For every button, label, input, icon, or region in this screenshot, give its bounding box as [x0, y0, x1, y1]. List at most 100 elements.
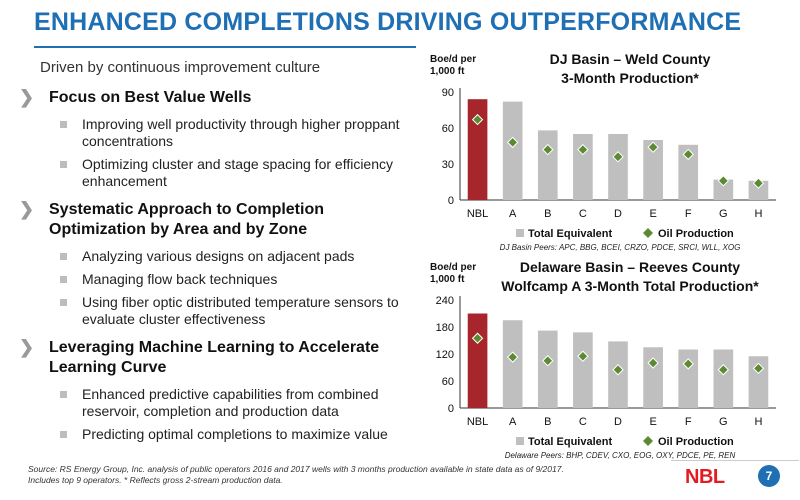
x-tick-label: G	[719, 208, 728, 220]
legend-label-oil: Oil Production	[658, 228, 734, 240]
bullet-item-text: Analyzing various designs on adjacent pa…	[82, 248, 355, 264]
bar-total-F	[678, 144, 699, 200]
footnote-line: Source: RS Energy Group, Inc. analysis o…	[28, 464, 564, 474]
x-tick-label: A	[509, 416, 517, 428]
bullet-item-text: Using fiber optic distributed temperatur…	[82, 294, 399, 327]
y-tick-label: 0	[448, 195, 454, 207]
page-subtitle: Driven by continuous improvement culture	[40, 59, 321, 76]
bullet-item: Using fiber optic distributed temperatur…	[18, 294, 418, 328]
bullet-item-text: Enhanced predictive capabilities from co…	[82, 386, 379, 419]
bullet-heading: ❯ Focus on Best Value Wells	[18, 87, 418, 108]
peers-note: DJ Basin Peers: APC, BBG, BCEI, CRZO, PD…	[500, 243, 741, 252]
oil-marker-A	[506, 136, 519, 149]
footer-divider	[671, 460, 799, 461]
bar-total-C	[573, 332, 593, 408]
chart-title: 3-Month Production*	[561, 70, 699, 86]
chevron-right-icon: ❯	[19, 199, 35, 219]
x-tick-label: G	[719, 416, 728, 428]
oil-marker-G	[717, 175, 730, 187]
x-tick-label: NBL	[467, 208, 488, 220]
x-tick-label: D	[614, 208, 622, 220]
chart-title: Delaware Basin – Reeves County	[520, 259, 740, 275]
legend-label-oil: Oil Production	[658, 436, 734, 448]
oil-marker-G	[717, 364, 730, 376]
oil-marker-E	[647, 357, 659, 369]
oil-marker-NBL	[471, 113, 484, 126]
oil-marker-H	[752, 177, 765, 189]
oil-marker-H	[752, 362, 765, 375]
square-bullet-icon	[60, 161, 67, 168]
y-axis-label: Boe/d per	[430, 262, 476, 273]
x-tick-label: H	[754, 208, 762, 220]
bullet-item-text: Improving well productivity through high…	[82, 116, 400, 149]
bar-total-H	[748, 180, 769, 200]
bullet-item-text: Predicting optimal completions to maximi…	[82, 426, 388, 442]
bar-total-B	[537, 330, 558, 408]
x-tick-label: C	[579, 208, 587, 220]
bar-total-A	[502, 101, 523, 200]
bullet-item: Predicting optimal completions to maximi…	[18, 426, 418, 443]
oil-marker-D	[612, 364, 624, 376]
bullet-item: Optimizing cluster and stage spacing for…	[18, 156, 418, 190]
company-logo: NBL	[685, 466, 725, 488]
bullet-heading-label: Focus on Best Value Wells	[49, 89, 252, 106]
x-tick-label: C	[579, 416, 587, 428]
page-number-badge: 7	[758, 465, 780, 487]
x-tick-label: H	[754, 416, 762, 428]
y-tick-label: 240	[436, 295, 454, 307]
oil-marker-NBL	[471, 332, 484, 344]
y-tick-label: 90	[442, 87, 454, 99]
y-axis-label: 1,000 ft	[430, 274, 465, 285]
x-tick-label: D	[614, 416, 622, 428]
bar-total-C	[573, 134, 593, 200]
x-tick-label: E	[649, 208, 656, 220]
square-bullet-icon	[60, 253, 67, 260]
footnote-line: Includes top 9 operators. * Reflects gro…	[28, 475, 283, 485]
x-tick-label: NBL	[467, 416, 488, 428]
bullet-item-text: Optimizing cluster and stage spacing for…	[82, 156, 394, 189]
y-tick-label: 0	[448, 403, 454, 415]
x-tick-label: A	[509, 208, 517, 220]
x-tick-label: E	[649, 416, 656, 428]
bar-total-NBL	[467, 313, 488, 408]
square-bullet-icon	[60, 121, 67, 128]
oil-marker-C	[577, 350, 589, 362]
oil-marker-D	[612, 151, 624, 163]
chevron-right-icon: ❯	[19, 337, 35, 357]
delaware-basin-chart: Boe/d per 1,000 ft Delaware Basin – Reeves…	[420, 256, 792, 462]
square-bullet-icon	[60, 299, 67, 306]
square-bullet-icon	[60, 431, 67, 438]
oil-marker-C	[577, 143, 589, 156]
page-title: ENHANCED COMPLETIONS DRIVING OUTPERFORMA…	[34, 8, 742, 36]
legend-label-total: Total Equivalent	[528, 228, 612, 240]
y-tick-label: 60	[442, 376, 454, 388]
y-tick-label: 30	[442, 159, 454, 171]
bullet-item: Managing flow back techniques	[18, 271, 418, 288]
y-tick-label: 60	[442, 123, 454, 135]
chart-title: DJ Basin – Weld County	[550, 51, 711, 67]
x-tick-label: F	[685, 208, 692, 220]
oil-marker-F	[682, 358, 694, 370]
legend-label-total: Total Equivalent	[528, 436, 612, 448]
y-axis-label: Boe/d per	[430, 54, 476, 65]
x-tick-label: F	[685, 416, 692, 428]
oil-marker-F	[682, 148, 694, 161]
dj-basin-chart: Boe/d per 1,000 ft DJ Basin – Weld County 3…	[420, 48, 792, 254]
legend-swatch-total	[516, 229, 524, 237]
square-bullet-icon	[60, 276, 67, 283]
peers-note: Delaware Peers: BHP, CDEV, CXO, EOG, OXY…	[505, 451, 736, 460]
bullet-item: Analyzing various designs on adjacent pa…	[18, 248, 418, 265]
x-tick-label: B	[544, 416, 551, 428]
bar-total-D	[608, 134, 628, 200]
bar-total-NBL	[467, 99, 488, 200]
bar-total-E	[643, 140, 663, 200]
oil-marker-B	[542, 143, 554, 156]
bullet-heading: ❯ Leveraging Machine Learning to Acceler…	[18, 337, 418, 378]
bar-total-B	[537, 130, 558, 200]
legend-swatch-total	[516, 437, 524, 445]
source-footnote: Source: RS Energy Group, Inc. analysis o…	[28, 464, 564, 486]
bar-total-E	[643, 347, 663, 408]
y-tick-label: 120	[436, 349, 454, 361]
bullet-heading: ❯ Systematic Approach to Completion Opti…	[18, 199, 418, 240]
